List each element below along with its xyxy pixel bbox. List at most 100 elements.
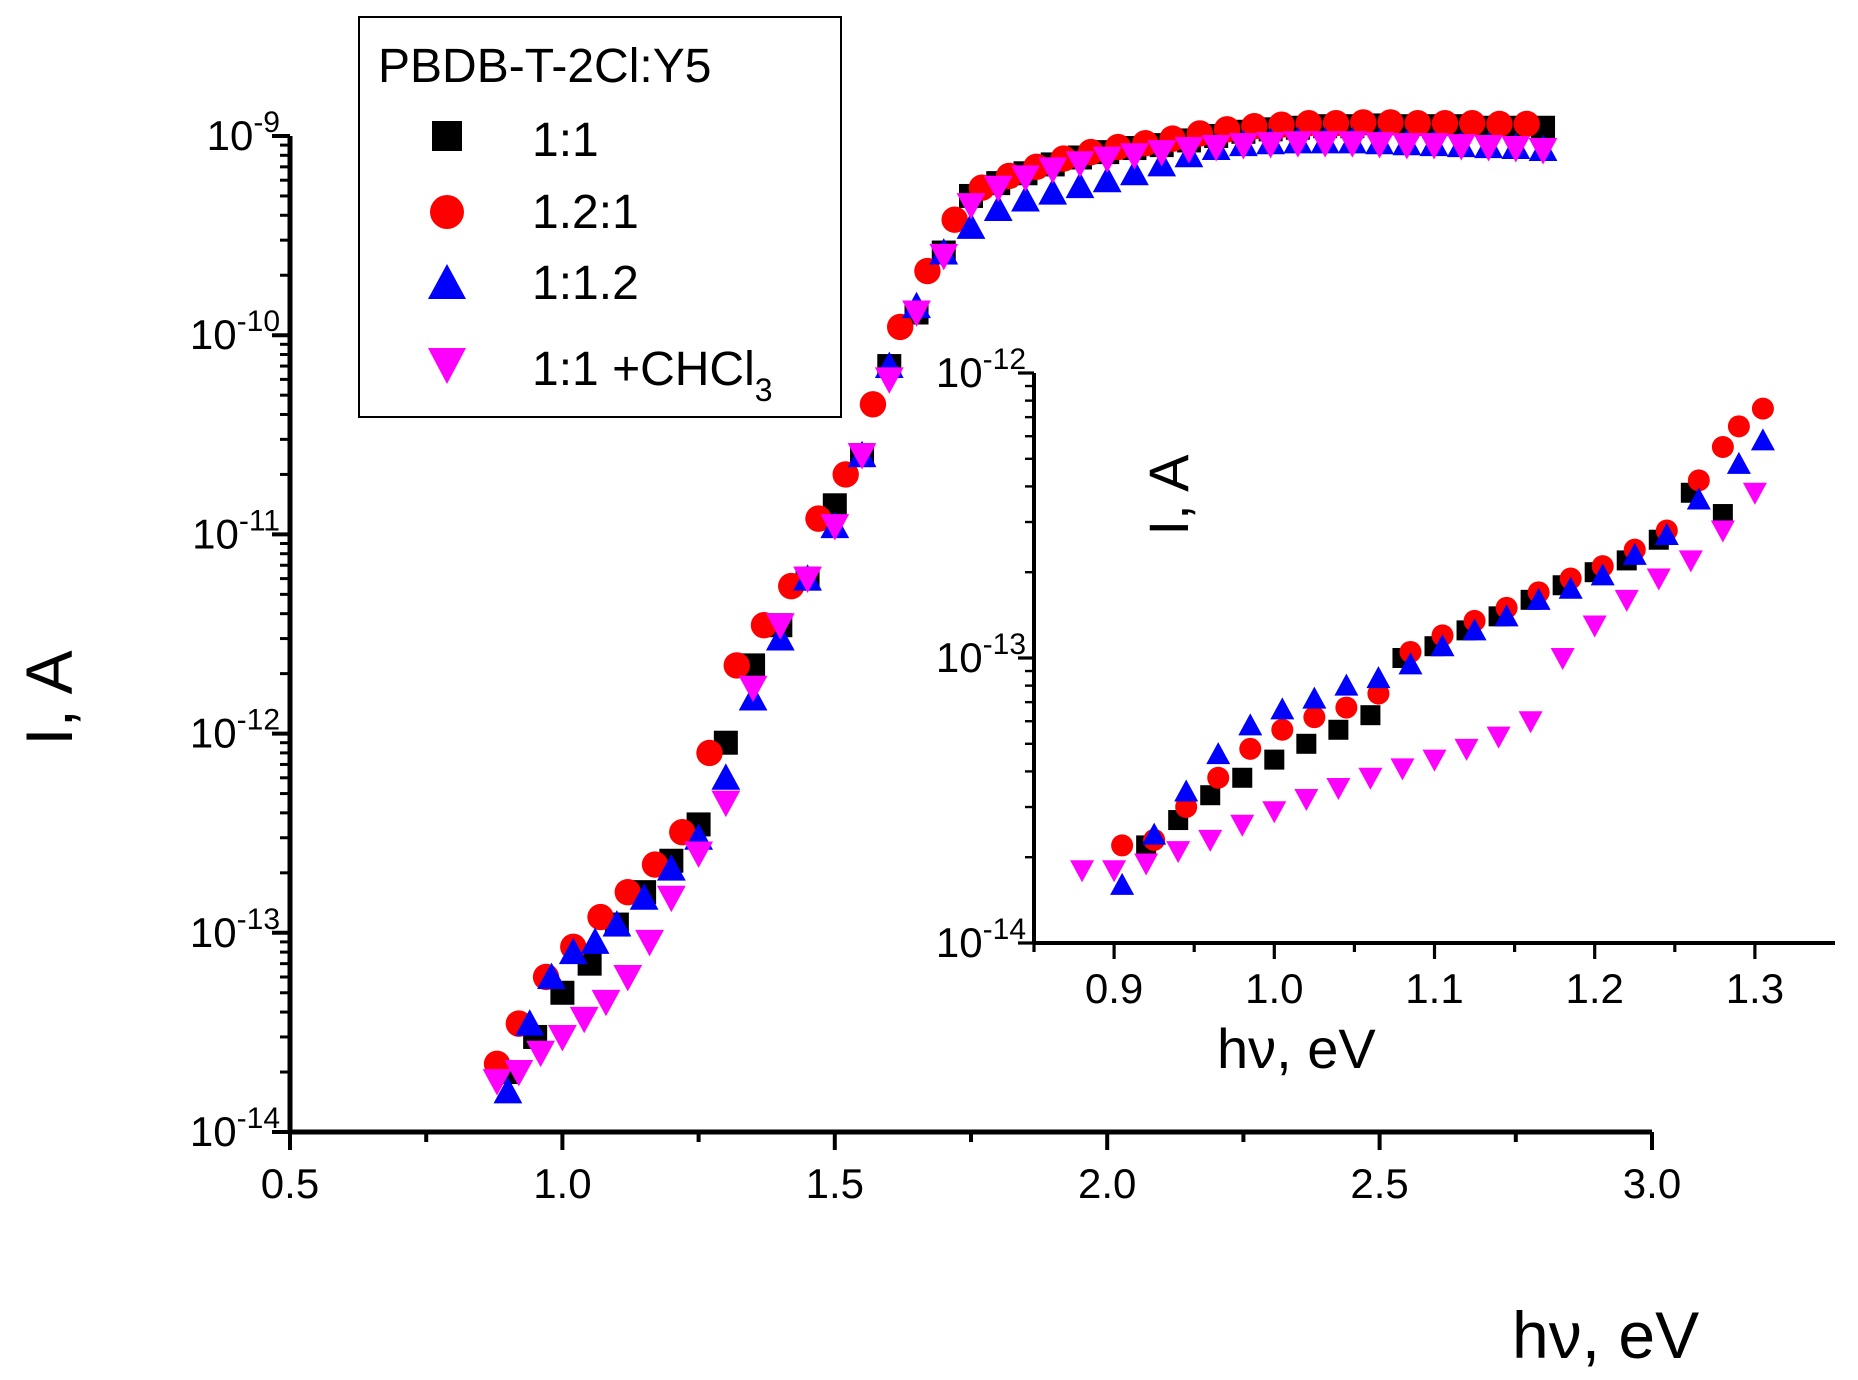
inset-point-triangle-down bbox=[1262, 801, 1287, 824]
legend-label-1-1: 1:1 bbox=[532, 114, 599, 167]
legend-label-chcl3: 1:1 +CHCl3 bbox=[532, 343, 773, 408]
inset-point-triangle-up bbox=[1238, 713, 1263, 736]
inset-point-triangle-down bbox=[1518, 711, 1543, 734]
main-point-triangle-up bbox=[1011, 185, 1040, 212]
main-point-circle bbox=[696, 739, 723, 767]
main-point-circle bbox=[1404, 109, 1431, 137]
main-plot: 0.5 1.0 1.5 2.0 2.5 3.0 10-14 10-13 10-12 10-11 10… bbox=[190, 106, 1681, 1207]
inset-point-triangle-up bbox=[1302, 686, 1327, 709]
inset-point-triangle-down bbox=[1614, 589, 1639, 612]
legend-label-1-1-2: 1:1.2 bbox=[532, 257, 639, 310]
inset-y-tick-label: 10-13 bbox=[936, 628, 1026, 681]
main-x-tick-label: 1.0 bbox=[533, 1160, 591, 1207]
inset-point-circle bbox=[1711, 435, 1734, 458]
inset-point-triangle-up bbox=[1142, 822, 1167, 845]
inset-point-triangle-up bbox=[1526, 587, 1551, 610]
main-point-circle bbox=[614, 878, 641, 906]
inset-point-circle bbox=[1687, 469, 1710, 492]
inset-point-triangle-up bbox=[1590, 563, 1615, 586]
main-point-triangle-down bbox=[956, 193, 986, 220]
main-series-triangle-up bbox=[493, 126, 1558, 1104]
inset-y-axis-title: I, A bbox=[1137, 454, 1200, 536]
inset-series-triangle-up bbox=[1110, 428, 1775, 895]
main-point-circle bbox=[1431, 109, 1459, 137]
main-point-circle bbox=[723, 652, 750, 679]
inset-point-triangle-down bbox=[1422, 749, 1447, 772]
main-point-triangle-down bbox=[1337, 131, 1367, 158]
inset-point-triangle-up bbox=[1726, 451, 1751, 474]
inset-point-circle bbox=[1207, 766, 1230, 789]
main-point-triangle-up bbox=[1092, 165, 1122, 193]
inset-point-square bbox=[1264, 749, 1285, 770]
main-point-triangle-down bbox=[635, 929, 664, 957]
inset-point-triangle-up bbox=[1398, 652, 1423, 675]
main-point-triangle-down bbox=[1528, 138, 1558, 165]
main-point-triangle-up bbox=[602, 910, 632, 937]
inset-point-triangle-down bbox=[1166, 841, 1191, 864]
inset-x-tick-label: 1.3 bbox=[1726, 965, 1784, 1012]
inset-point-circle bbox=[1399, 640, 1422, 663]
inset-point-square bbox=[1712, 504, 1733, 525]
main-point-triangle-down bbox=[656, 885, 686, 913]
main-point-triangle-down bbox=[1392, 133, 1422, 160]
inset-axes: 0.9 1.0 1.1 1.2 1.3 10-14 10-13 10-12 bbox=[936, 343, 1835, 1012]
main-point-triangle-down bbox=[1310, 131, 1340, 158]
main-point-triangle-down bbox=[1201, 135, 1231, 162]
inset-x-tick-label: 1.0 bbox=[1245, 965, 1303, 1012]
main-y-tick-label: 10-14 bbox=[190, 1102, 280, 1155]
inset-point-triangle-down bbox=[1102, 860, 1127, 883]
legend-triangle-down-marker bbox=[428, 348, 466, 384]
inset-point-triangle-up bbox=[1686, 487, 1711, 510]
inset-point-triangle-down bbox=[1294, 789, 1319, 812]
main-point-circle bbox=[641, 851, 669, 878]
main-point-triangle-down bbox=[1283, 131, 1313, 158]
main-point-triangle-up bbox=[1120, 158, 1149, 186]
main-point-triangle-up bbox=[1038, 178, 1068, 205]
inset-point-triangle-up bbox=[1174, 779, 1199, 802]
inset-point-square bbox=[1200, 785, 1221, 806]
main-point-circle bbox=[1377, 109, 1404, 136]
inset-point-triangle-up bbox=[1334, 673, 1359, 696]
main-point-triangle-down bbox=[929, 243, 959, 271]
main-point-circle bbox=[832, 461, 859, 488]
main-point-triangle-down bbox=[548, 1024, 577, 1052]
main-y-tick-label: 10-12 bbox=[190, 704, 280, 757]
inset-point-triangle-down bbox=[1198, 829, 1223, 852]
main-point-triangle-down bbox=[820, 514, 850, 541]
inset-point-triangle-up bbox=[1558, 576, 1583, 599]
main-y-axis-title: I, A bbox=[12, 650, 86, 745]
inset-point-triangle-down bbox=[1486, 726, 1511, 749]
main-point-triangle-down bbox=[684, 841, 713, 868]
main-point-triangle-down bbox=[738, 675, 768, 703]
inset-point-triangle-down bbox=[1326, 777, 1351, 800]
main-point-triangle-down bbox=[1011, 165, 1040, 192]
main-point-triangle-down bbox=[1174, 137, 1204, 164]
main-series-triangle-down bbox=[482, 131, 1558, 1096]
legend-title: PBDB-T-2Cl:Y5 bbox=[378, 40, 711, 93]
inset-point-square bbox=[1232, 767, 1253, 788]
inset-point-triangle-up bbox=[1430, 634, 1455, 657]
main-point-triangle-down bbox=[613, 964, 643, 992]
inset-point-triangle-up bbox=[1622, 542, 1647, 565]
main-point-triangle-down bbox=[711, 790, 741, 818]
main-point-circle bbox=[1350, 109, 1377, 136]
main-y-tick-label: 10-11 bbox=[192, 504, 280, 557]
main-point-circle bbox=[669, 818, 696, 846]
inset-x-tick-label: 0.9 bbox=[1085, 965, 1143, 1012]
inset-point-triangle-up bbox=[1750, 428, 1775, 451]
main-point-triangle-down bbox=[902, 300, 931, 327]
main-point-triangle-down bbox=[765, 613, 795, 640]
inset-point-triangle-down bbox=[1070, 860, 1095, 883]
inset-point-triangle-down bbox=[1358, 767, 1383, 790]
main-point-triangle-down bbox=[1446, 134, 1476, 161]
main-x-tick-label: 3.0 bbox=[1623, 1160, 1681, 1207]
legend-circle-marker bbox=[430, 195, 464, 229]
main-point-triangle-up bbox=[956, 212, 986, 239]
inset-point-circle bbox=[1303, 706, 1326, 729]
inset-x-tick-label: 1.2 bbox=[1566, 965, 1624, 1012]
main-y-tick-label: 10-10 bbox=[190, 305, 280, 358]
legend-triangle-up-marker bbox=[428, 264, 466, 299]
inset-point-circle bbox=[1271, 718, 1294, 741]
main-point-triangle-down bbox=[1038, 157, 1068, 184]
main-y-tick-label: 10-13 bbox=[190, 903, 280, 956]
